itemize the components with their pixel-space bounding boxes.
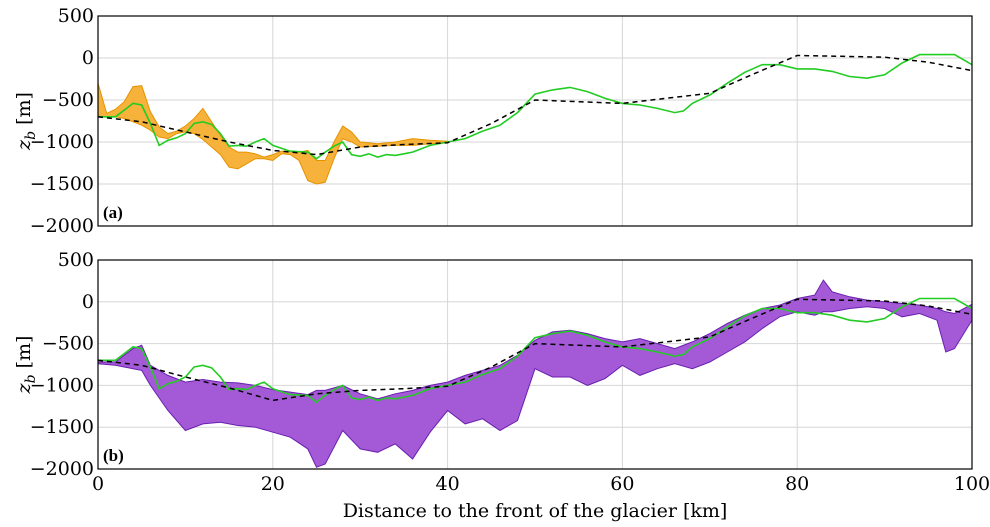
x-tick-label: 100 <box>954 473 990 495</box>
y-tick-label: −1500 <box>30 173 94 195</box>
y-tick-label: −2000 <box>30 215 94 237</box>
y-tick-label: −2000 <box>30 458 94 480</box>
y-tick-label: −1000 <box>30 374 94 396</box>
x-tick-label: 60 <box>610 473 634 495</box>
y-tick-label: −500 <box>42 333 94 355</box>
x-axis-label: Distance to the front of the glacier [km… <box>343 500 728 522</box>
dashed-series-line <box>98 54 972 156</box>
x-tick-label: 40 <box>436 473 460 495</box>
y-tick-label: −1500 <box>30 416 94 438</box>
axes-frame <box>97 15 973 227</box>
uncertainty-band <box>98 279 972 468</box>
green-series-line <box>98 297 972 404</box>
y-tick-label: 500 <box>58 249 94 271</box>
y-axis-label: zb [m] <box>13 336 39 395</box>
y-tick-label: 0 <box>82 291 94 313</box>
dashed-series-line <box>98 298 972 402</box>
x-tick-label: 80 <box>785 473 809 495</box>
panel-a: 500 0 −500 −1000 −1500 −2000 zb [m] (a) <box>13 5 973 237</box>
panel-label: (b) <box>103 446 124 465</box>
y-tick-label: 500 <box>58 5 94 27</box>
y-tick-label: −1000 <box>30 131 94 153</box>
axes-frame <box>97 259 973 470</box>
y-tick-label: −500 <box>42 89 94 111</box>
green-series-line <box>98 53 972 160</box>
y-tick-label: 0 <box>82 47 94 69</box>
x-tick-label: 20 <box>261 473 285 495</box>
panel-label: (a) <box>103 203 123 222</box>
y-axis-label: zb [m] <box>13 92 39 151</box>
x-tick-label: 0 <box>92 473 104 495</box>
